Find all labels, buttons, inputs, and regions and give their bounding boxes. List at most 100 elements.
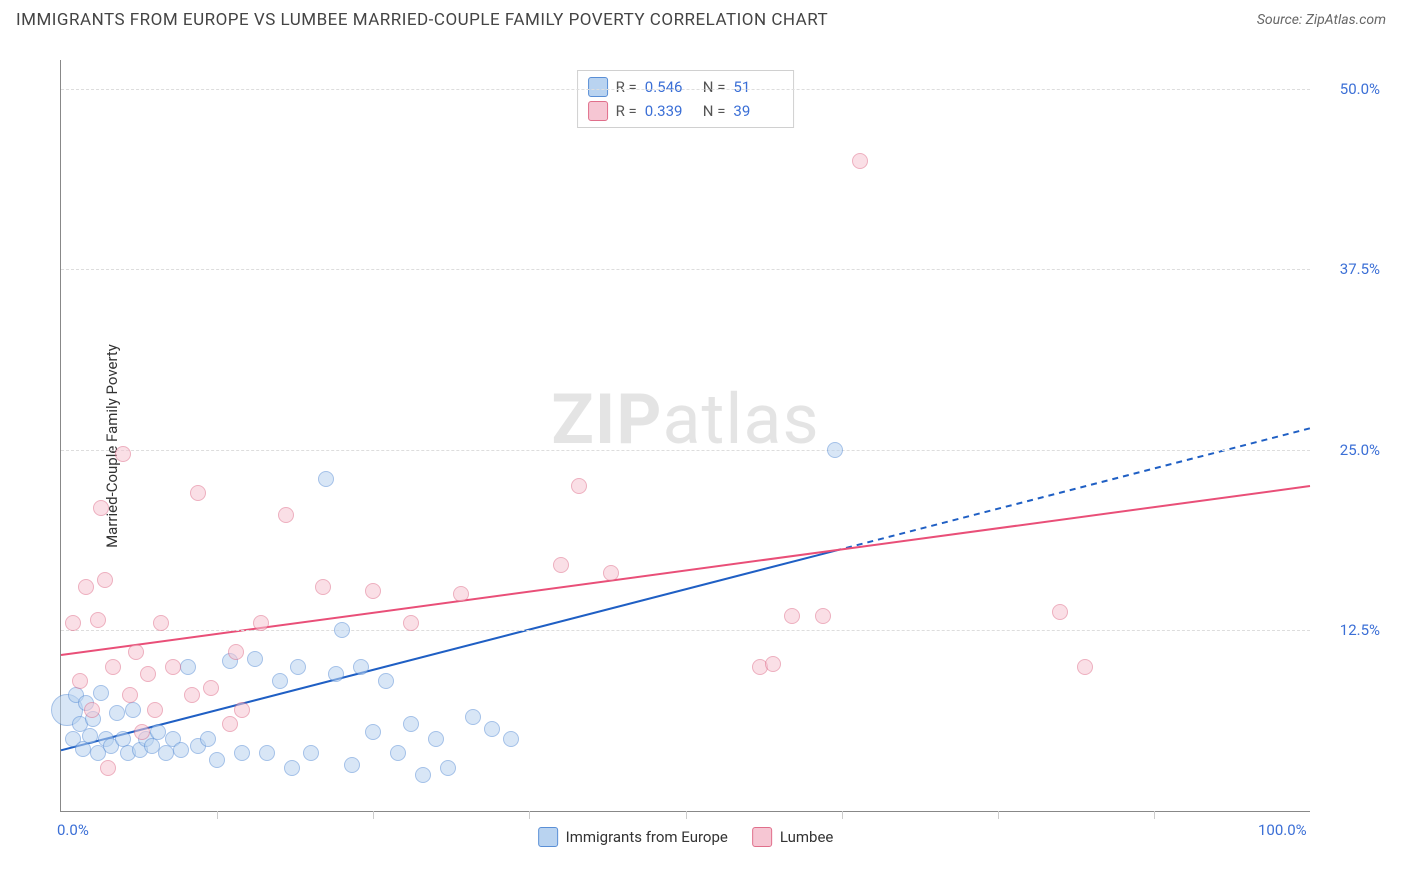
data-point	[184, 687, 200, 703]
data-point	[378, 673, 394, 689]
data-point	[93, 685, 109, 701]
data-point	[603, 565, 619, 581]
data-point	[1077, 659, 1093, 675]
source-prefix: Source:	[1257, 12, 1306, 28]
data-point	[173, 742, 189, 758]
data-point	[571, 478, 587, 494]
data-point	[153, 615, 169, 631]
source-name: ZipAtlas.com	[1306, 12, 1386, 28]
data-point	[228, 644, 244, 660]
stat-n-label: N =	[703, 102, 726, 120]
data-point	[1052, 604, 1068, 620]
x-tick-label: 0.0%	[57, 821, 89, 839]
y-tick-label: 37.5%	[1320, 260, 1380, 278]
data-point	[93, 500, 109, 516]
data-point	[503, 731, 519, 747]
data-point	[209, 752, 225, 768]
data-point	[115, 446, 131, 462]
x-tick-mark	[842, 811, 843, 819]
legend-label-1: Lumbee	[780, 828, 834, 846]
data-point	[72, 673, 88, 689]
data-point	[428, 731, 444, 747]
y-tick-label: 50.0%	[1320, 80, 1380, 98]
data-point	[328, 666, 344, 682]
stat-legend: R = 0.546 N = 51 R = 0.339 N = 39	[577, 70, 795, 128]
gridline-h	[61, 89, 1310, 90]
data-point	[65, 615, 81, 631]
stat-n-value-0: 51	[733, 78, 783, 96]
data-point	[180, 659, 196, 675]
data-point	[453, 586, 469, 602]
x-tick-mark	[373, 811, 374, 819]
legend-swatch-series-1	[588, 101, 608, 121]
data-point	[290, 659, 306, 675]
data-point	[278, 507, 294, 523]
x-tick-mark	[998, 811, 999, 819]
data-point	[403, 716, 419, 732]
x-tick-mark	[529, 811, 530, 819]
data-point	[200, 731, 216, 747]
data-point	[165, 659, 181, 675]
data-point	[415, 767, 431, 783]
stat-n-value-1: 39	[733, 102, 783, 120]
data-point	[272, 673, 288, 689]
legend-item: Immigrants from Europe	[538, 827, 728, 847]
data-point	[284, 760, 300, 776]
y-tick-label: 12.5%	[1320, 621, 1380, 639]
data-point	[315, 579, 331, 595]
data-point	[440, 760, 456, 776]
data-point	[150, 724, 166, 740]
data-point	[365, 724, 381, 740]
gridline-h	[61, 450, 1310, 451]
chart-title: IMMIGRANTS FROM EUROPE VS LUMBEE MARRIED…	[16, 10, 828, 30]
data-point	[353, 659, 369, 675]
data-point	[190, 485, 206, 501]
legend-swatch-series-1	[752, 827, 772, 847]
legend-item: Lumbee	[752, 827, 834, 847]
data-point	[484, 721, 500, 737]
data-point	[203, 680, 219, 696]
stat-r-label: R =	[616, 102, 637, 120]
data-point	[105, 659, 121, 675]
data-point	[344, 757, 360, 773]
data-point	[234, 702, 250, 718]
data-point	[78, 579, 94, 595]
data-point	[128, 644, 144, 660]
x-tick-mark	[1154, 811, 1155, 819]
data-point	[259, 745, 275, 761]
data-point	[90, 612, 106, 628]
data-point	[553, 557, 569, 573]
series-legend: Immigrants from Europe Lumbee	[538, 827, 834, 847]
legend-swatch-series-0	[588, 77, 608, 97]
data-point	[303, 745, 319, 761]
chart-container: Married-Couple Family Poverty ZIPatlas R…	[50, 50, 1390, 842]
stat-n-label: N =	[703, 78, 726, 96]
x-tick-mark	[217, 811, 218, 819]
data-point	[234, 745, 250, 761]
data-point	[109, 705, 125, 721]
stat-r-value-0: 0.546	[645, 78, 695, 96]
data-point	[222, 716, 238, 732]
data-point	[815, 608, 831, 624]
data-point	[158, 745, 174, 761]
data-point	[82, 728, 98, 744]
data-point	[247, 651, 263, 667]
data-point	[318, 471, 334, 487]
data-point	[403, 615, 419, 631]
data-point	[765, 656, 781, 672]
data-point	[122, 687, 138, 703]
data-point	[390, 745, 406, 761]
x-tick-label: 100.0%	[1258, 821, 1307, 839]
data-point	[140, 666, 156, 682]
data-point	[852, 153, 868, 169]
x-tick-mark	[686, 811, 687, 819]
data-point	[334, 622, 350, 638]
data-point	[97, 572, 113, 588]
trend-lines	[61, 60, 1310, 811]
stat-legend-row: R = 0.546 N = 51	[588, 75, 784, 99]
plot-area: ZIPatlas R = 0.546 N = 51 R = 0.339 N = …	[60, 60, 1310, 812]
data-point	[125, 702, 141, 718]
gridline-h	[61, 269, 1310, 270]
data-point	[465, 709, 481, 725]
data-point	[827, 442, 843, 458]
